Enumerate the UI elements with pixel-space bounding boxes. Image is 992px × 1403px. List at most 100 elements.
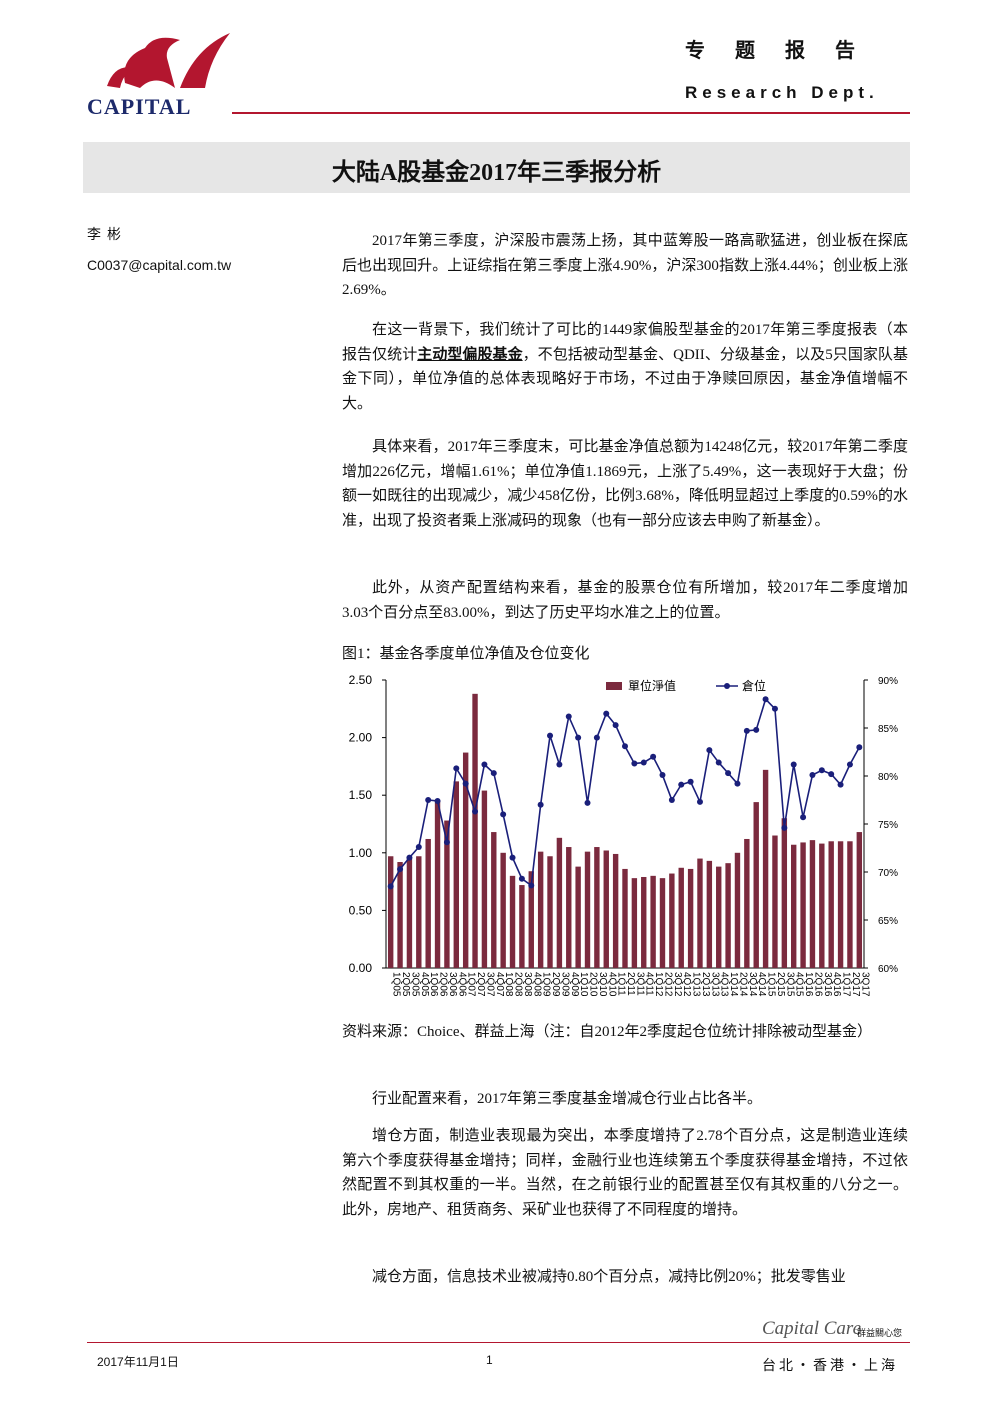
bar bbox=[594, 847, 600, 968]
y-tick-label: 0.00 bbox=[349, 961, 373, 975]
bar bbox=[481, 790, 488, 968]
x-tick-label: 3Q17 bbox=[859, 972, 870, 997]
y-tick-label: 1.00 bbox=[349, 846, 373, 860]
bar bbox=[837, 841, 844, 968]
x-tick-label: 2Q06 bbox=[438, 972, 449, 997]
footer-rule bbox=[87, 1342, 910, 1343]
bar bbox=[575, 866, 581, 968]
point bbox=[640, 759, 647, 766]
date: 2017年11月1日 bbox=[97, 1355, 179, 1369]
point bbox=[556, 761, 563, 768]
paragraph: 具体来看，2017年三季度末，可比基金净值总额为14248亿元，较2017年第二… bbox=[342, 439, 908, 529]
x-tick-label: 1Q13 bbox=[691, 972, 702, 997]
bar bbox=[397, 862, 403, 968]
x-tick-label: 1Q08 bbox=[503, 972, 514, 997]
title-box bbox=[83, 142, 910, 193]
x-tick-label: 4Q10 bbox=[606, 972, 617, 997]
header-rule bbox=[232, 112, 910, 114]
x-tick-label: 4Q16 bbox=[831, 972, 842, 997]
bar bbox=[809, 840, 816, 968]
bar bbox=[387, 856, 394, 968]
brand: Capital Care bbox=[762, 1318, 862, 1339]
bar bbox=[556, 837, 563, 968]
bar bbox=[697, 858, 703, 968]
logo-text: CAPITAL bbox=[87, 94, 191, 119]
x-tick-label: 4Q11 bbox=[644, 972, 655, 996]
point bbox=[509, 854, 516, 861]
x-tick-label: 3Q15 bbox=[784, 972, 795, 997]
point bbox=[593, 734, 600, 741]
x-tick-label: 1Q09 bbox=[541, 972, 552, 997]
point bbox=[453, 765, 460, 772]
bar bbox=[472, 693, 478, 968]
point bbox=[743, 727, 750, 734]
bar bbox=[537, 851, 544, 968]
title: 大陆A股基金2017年三季报分析 bbox=[331, 160, 662, 186]
x-tick-label: 2Q14 bbox=[737, 972, 748, 997]
x-tick-label: 1Q10 bbox=[578, 972, 589, 997]
y2-tick-label: 60% bbox=[878, 964, 898, 975]
paragraph: 增仓方面，制造业表现最为突出，本季度增持了2.78个百分点，这是制造业连续第六个… bbox=[342, 1128, 908, 1218]
x-tick-label: 2Q17 bbox=[850, 972, 861, 997]
bar bbox=[687, 868, 694, 968]
y-tick-label: 2.50 bbox=[349, 673, 373, 687]
bar bbox=[425, 838, 431, 968]
logo-wing bbox=[180, 33, 230, 88]
bar bbox=[491, 832, 497, 968]
point bbox=[518, 875, 525, 882]
point bbox=[696, 798, 703, 805]
paragraph: 此外，从资产配置结构来看，基金的股票仓位有所增加，较2017年二季度增加3.03… bbox=[342, 580, 908, 621]
bar bbox=[519, 885, 525, 968]
text: 在这一背景下，我们统计了可比的1449家偏股型基金的2017年第三季度报表（本报… bbox=[342, 322, 908, 363]
slogan: 群益關心您 bbox=[857, 1328, 903, 1338]
x-tick-label: 2Q08 bbox=[513, 972, 524, 997]
point bbox=[631, 760, 638, 767]
bar bbox=[781, 818, 788, 968]
x-tick-label: 3Q12 bbox=[672, 972, 683, 997]
point bbox=[659, 772, 666, 779]
bar bbox=[622, 868, 628, 968]
bar bbox=[566, 847, 572, 968]
point bbox=[622, 743, 628, 750]
bar bbox=[762, 769, 769, 968]
x-tick-label: 2Q16 bbox=[812, 972, 823, 997]
x-tick-label: 1Q16 bbox=[803, 972, 814, 997]
emphasis: 主动型偏股基金 bbox=[417, 346, 523, 363]
point bbox=[818, 767, 825, 774]
bar bbox=[856, 832, 863, 968]
bar bbox=[434, 800, 441, 968]
figure-source: 资料来源：Choice、群益上海（注：自2012年2季度起仓位统计排除被动型基金… bbox=[342, 1024, 872, 1040]
point bbox=[734, 780, 741, 787]
figure-caption: 图1：基金各季度单位净值及仓位变化 bbox=[342, 646, 590, 662]
x-tick-label: 4Q13 bbox=[719, 972, 730, 997]
point bbox=[725, 770, 732, 777]
x-tick-label: 3Q05 bbox=[409, 972, 420, 997]
point bbox=[397, 866, 404, 873]
bar bbox=[791, 844, 797, 968]
bar bbox=[744, 838, 750, 968]
x-tick-label: 2Q07 bbox=[475, 972, 486, 997]
bar bbox=[612, 853, 619, 968]
point bbox=[706, 747, 713, 754]
x-tick-label: 3Q14 bbox=[747, 972, 758, 997]
bar bbox=[828, 841, 834, 968]
bar bbox=[650, 875, 656, 968]
point bbox=[781, 824, 788, 831]
x-tick-label: 1Q15 bbox=[766, 972, 777, 997]
bar bbox=[725, 863, 731, 968]
bar bbox=[847, 841, 853, 968]
x-tick-label: 2Q05 bbox=[400, 972, 411, 997]
bar bbox=[706, 860, 713, 968]
x-tick-label: 4Q06 bbox=[456, 972, 467, 997]
bar bbox=[603, 850, 609, 968]
bar bbox=[669, 873, 675, 968]
logo: CAPITAL bbox=[87, 33, 230, 119]
paragraph: 行业配置来看，2017年第三季度基金增减仓行业占比各半。 bbox=[372, 1091, 763, 1107]
y2-tick-label: 80% bbox=[878, 772, 898, 783]
y-tick-label: 2.00 bbox=[349, 731, 373, 745]
x-tick-label: 4Q08 bbox=[531, 972, 542, 997]
paragraph: 2017年第三季度，沪深股市震荡上扬，其中蓝筹股一路高歌猛进，创业板在探底后也出… bbox=[342, 233, 908, 298]
dept: 专题报告 bbox=[685, 40, 885, 62]
x-tick-label: 3Q06 bbox=[447, 972, 458, 997]
